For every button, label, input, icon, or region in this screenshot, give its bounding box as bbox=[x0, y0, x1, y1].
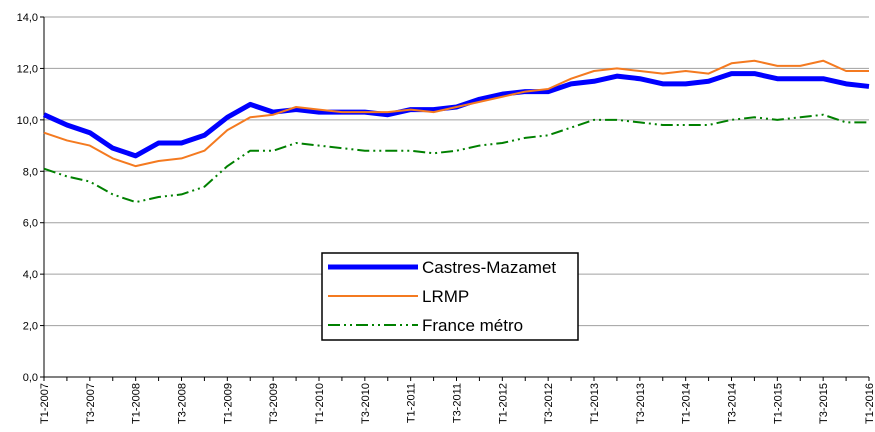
x-tick-label: T1-2010 bbox=[314, 383, 326, 424]
x-tick-label: T3-2007 bbox=[85, 383, 97, 424]
y-tick-label: 0,0 bbox=[23, 372, 38, 384]
x-tick-label: T1-2013 bbox=[589, 383, 601, 424]
y-tick-label: 12,0 bbox=[17, 63, 38, 75]
x-tick-label: T1-2011 bbox=[406, 383, 418, 423]
x-tick-label: T1-2009 bbox=[222, 383, 234, 424]
x-tick-label: T3-2010 bbox=[360, 383, 372, 424]
x-tick-label: T1-2012 bbox=[497, 383, 509, 424]
x-tick-label: T3-2011 bbox=[452, 383, 464, 423]
x-tick-label: T1-2008 bbox=[131, 383, 143, 424]
x-tick-label: T3-2013 bbox=[635, 383, 647, 424]
x-tick-label: T1-2016 bbox=[864, 383, 875, 424]
legend-label: France métro bbox=[422, 316, 523, 335]
x-tick-label: T3-2008 bbox=[177, 383, 189, 424]
legend-label: LRMP bbox=[422, 287, 469, 306]
x-tick-label: T1-2015 bbox=[772, 383, 784, 424]
x-tick-label: T1-2014 bbox=[681, 383, 693, 424]
y-tick-label: 8,0 bbox=[23, 166, 38, 178]
x-tick-label: T1-2007 bbox=[39, 383, 51, 424]
series-line bbox=[43, 113, 869, 204]
y-tick-label: 14,0 bbox=[17, 12, 38, 24]
series-line bbox=[43, 59, 869, 168]
y-tick-label: 10,0 bbox=[17, 115, 38, 127]
y-tick-label: 2,0 bbox=[23, 321, 38, 333]
legend-label: Castres-Mazamet bbox=[422, 258, 556, 277]
x-tick-label: T3-2014 bbox=[727, 383, 739, 424]
series-line bbox=[42, 71, 870, 159]
x-tick-label: T3-2015 bbox=[818, 383, 830, 424]
y-tick-label: 4,0 bbox=[23, 269, 38, 281]
x-tick-label: T3-2012 bbox=[543, 383, 555, 424]
x-tick-label: T3-2009 bbox=[268, 383, 280, 424]
legend: Castres-Mazamet LRMP France métro bbox=[321, 252, 579, 341]
y-tick-label: 6,0 bbox=[23, 218, 38, 230]
